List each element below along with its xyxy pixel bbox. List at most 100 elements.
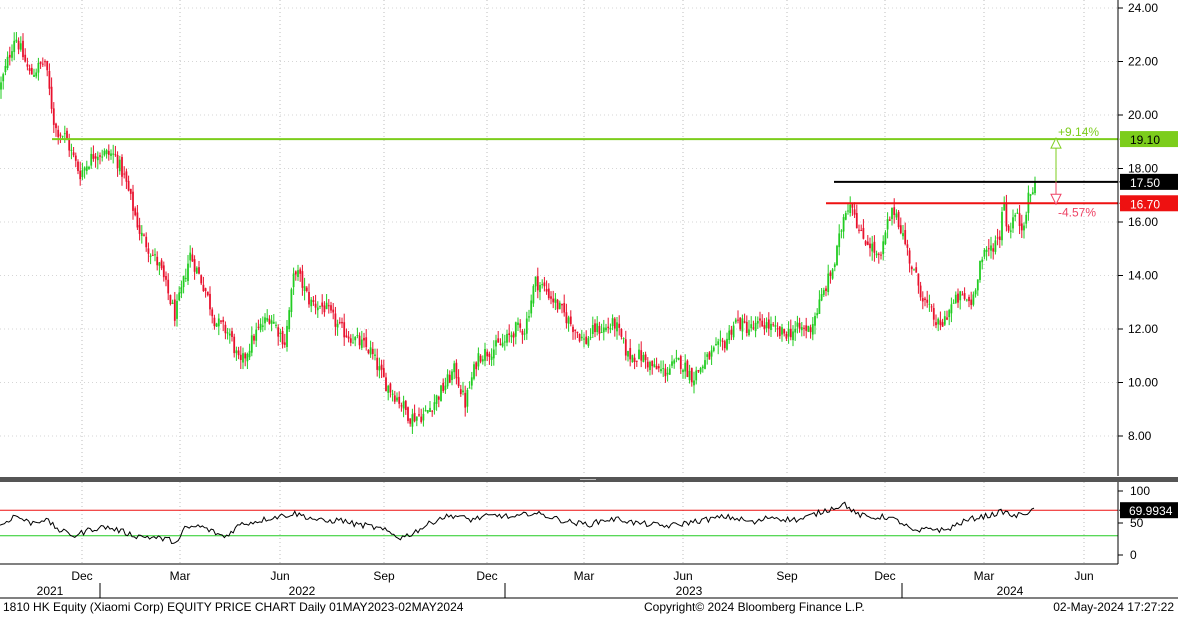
candle-body: [767, 319, 770, 329]
candle-body: [613, 318, 616, 329]
candle-body: [400, 405, 403, 407]
candle-body: [26, 64, 29, 67]
candle-body: [541, 284, 544, 286]
candle-body: [649, 361, 651, 371]
candle-body: [79, 170, 82, 180]
candle-body: [61, 135, 64, 137]
candle-body: [943, 316, 946, 325]
candle-body: [426, 410, 429, 413]
candle-body: [272, 321, 275, 324]
candle-body: [479, 355, 482, 362]
candle-body: [631, 355, 634, 363]
candle-body: [22, 40, 24, 58]
candle-body: [851, 203, 854, 208]
candle-body: [589, 336, 592, 338]
candle-body: [385, 377, 387, 392]
candle-body: [807, 325, 810, 332]
candle-body: [160, 260, 163, 269]
rsi-last-value: 69.9934: [1129, 504, 1173, 518]
candle-body: [717, 341, 720, 345]
candle-body: [398, 396, 401, 404]
candle-body: [294, 271, 297, 275]
candle-body: [688, 370, 691, 381]
level-lines: 19.10 17.50 16.70 +9.14% -4.57%: [52, 125, 1178, 219]
candle-body: [129, 188, 132, 194]
candle-body: [862, 227, 865, 239]
candle-body: [209, 293, 211, 310]
candle-body: [222, 319, 225, 323]
candle-body: [979, 260, 981, 280]
candle-body: [578, 333, 581, 342]
candle-body: [200, 275, 203, 284]
candle-body: [167, 279, 170, 294]
candle-body: [325, 302, 328, 310]
candle-body: [435, 395, 438, 404]
candle-body: [638, 349, 640, 360]
candle-body: [107, 150, 110, 155]
candle-body: [776, 328, 779, 330]
candle-body: [138, 225, 141, 234]
candle-body: [261, 325, 264, 327]
candle-body: [596, 323, 599, 333]
candle-body: [855, 212, 858, 229]
candle-body: [123, 173, 126, 175]
candle-body: [910, 266, 913, 270]
candle-body: [206, 291, 209, 296]
candle-body: [816, 313, 819, 316]
candle-body: [1034, 180, 1036, 194]
candle-body: [904, 230, 907, 245]
candle-body: [367, 349, 370, 354]
candle-body: [825, 288, 827, 292]
time-x-axis: Dec Mar Jun Sep Dec Mar Jun Sep Dec Mar Jun 2021 202…: [37, 569, 1094, 598]
candle-body: [536, 276, 539, 291]
candle-body: [539, 285, 541, 293]
candle-body: [495, 340, 497, 347]
candle-body: [90, 153, 93, 166]
candle-body: [35, 72, 38, 77]
candle-body: [349, 338, 352, 343]
candle-body: [646, 361, 649, 368]
candle-body: [297, 270, 299, 277]
candle-body: [380, 364, 383, 370]
candle-body: [842, 217, 845, 232]
candle-body: [1001, 211, 1003, 241]
candle-body: [787, 328, 790, 337]
candle-body: [415, 416, 418, 421]
candle-body: [363, 337, 365, 341]
candle-body: [723, 341, 726, 349]
candle-body: [915, 267, 918, 273]
candle-body: [424, 410, 427, 412]
candle-body: [455, 362, 458, 379]
candle-body: [127, 180, 130, 191]
candle-body: [558, 302, 561, 310]
candle-body: [772, 324, 775, 326]
x-month-label: Jun: [1074, 569, 1093, 583]
candle-body: [954, 294, 957, 303]
candle-body: [215, 323, 218, 327]
candle-body: [81, 170, 84, 177]
candle-body: [477, 353, 480, 367]
candle-body: [503, 341, 506, 343]
candle-body: [376, 357, 379, 370]
candle-body: [250, 335, 253, 353]
candle-body: [556, 299, 559, 310]
candle-body: [288, 310, 291, 330]
candle-body: [308, 291, 310, 305]
downside-arrow-head: [1050, 193, 1062, 206]
candle-body: [633, 357, 636, 362]
candle-body: [85, 166, 88, 171]
candle-body: [871, 243, 874, 252]
candle-body: [829, 272, 832, 277]
candle-body: [404, 400, 407, 411]
candle-body: [1003, 204, 1006, 211]
candle-body: [176, 300, 178, 319]
candle-body: [532, 286, 535, 304]
candle-body: [877, 253, 880, 255]
candle-body: [545, 289, 548, 292]
candle-body: [666, 372, 669, 375]
candle-body: [442, 382, 445, 392]
candle-body: [17, 40, 20, 50]
candle-body: [323, 305, 326, 313]
candle-body: [198, 267, 200, 274]
candle-body: [134, 208, 137, 216]
